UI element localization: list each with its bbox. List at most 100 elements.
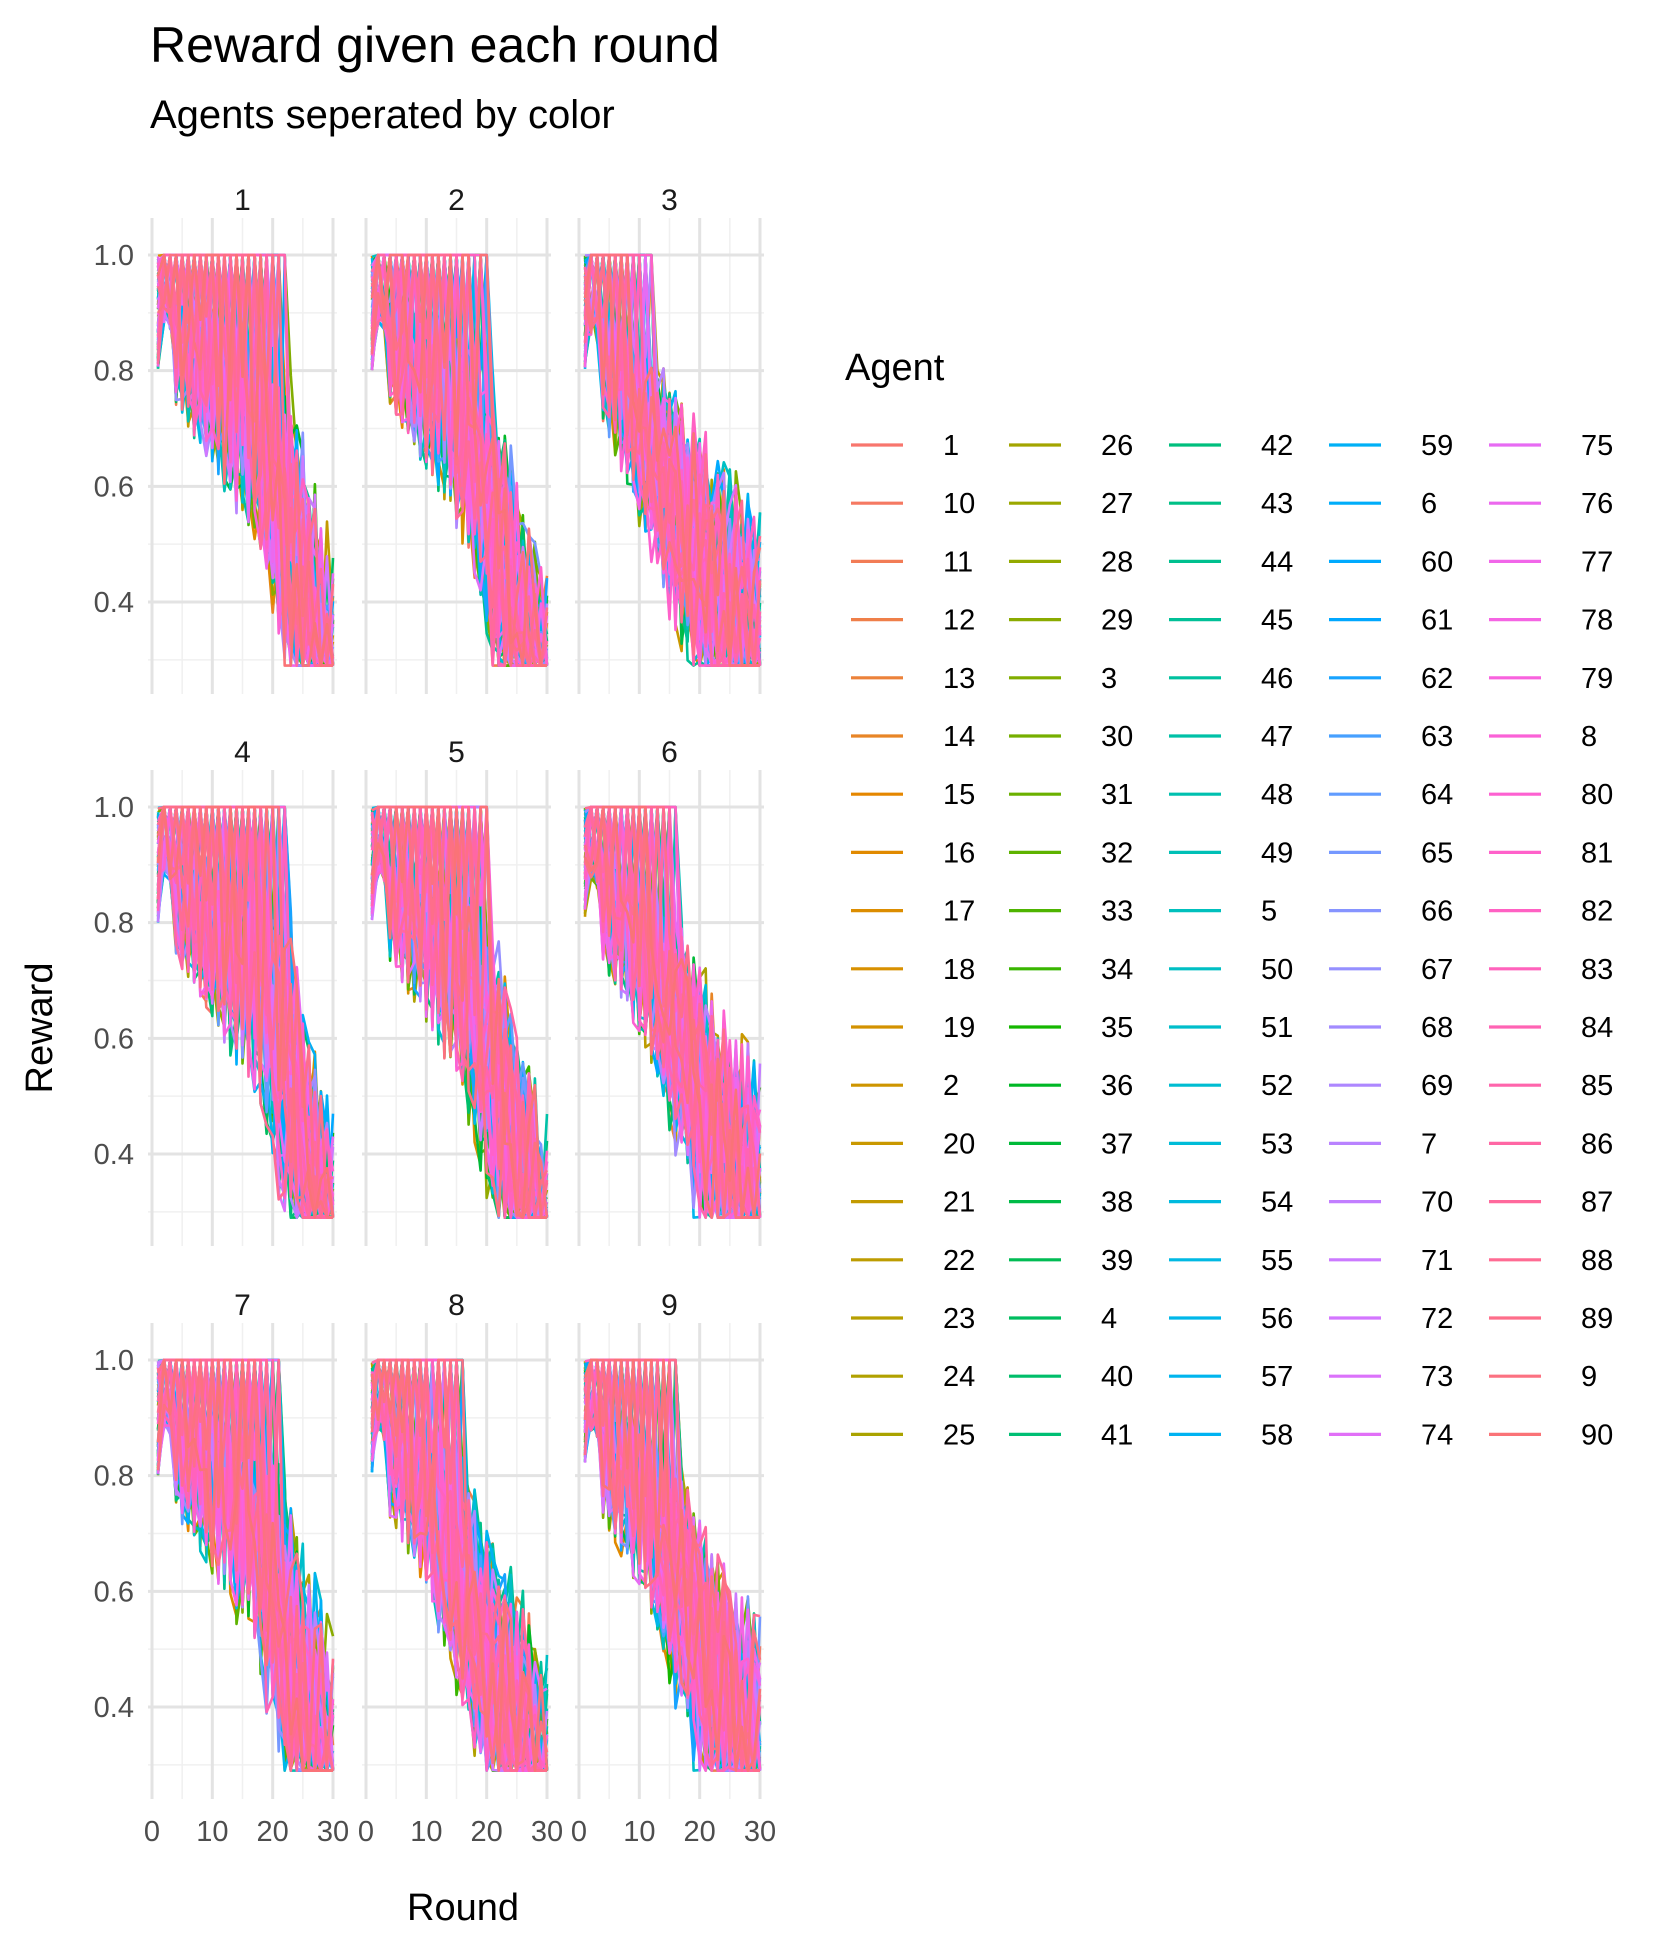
legend-label: 67 xyxy=(1421,954,1453,986)
legend-label: 46 xyxy=(1261,663,1293,695)
legend-item-50: 50 xyxy=(1169,954,1293,986)
legend-label: 34 xyxy=(1101,954,1133,986)
legend-label: 1 xyxy=(943,430,959,462)
legend-item-22: 22 xyxy=(851,1245,975,1277)
legend-item-51: 51 xyxy=(1169,1012,1293,1044)
x-tick-label: 10 xyxy=(196,1816,228,1848)
legend-label: 23 xyxy=(943,1303,975,1335)
legend-label: 83 xyxy=(1581,954,1613,986)
legend-item-56: 56 xyxy=(1169,1303,1293,1335)
facet-panel-4: 4 0.4 0.6 0.8 1.0 xyxy=(94,736,337,1246)
legend-label: 66 xyxy=(1421,896,1453,928)
legend-item-80: 80 xyxy=(1489,779,1613,811)
legend-label: 4 xyxy=(1101,1303,1117,1335)
chart-subtitle: Agents seperated by color xyxy=(150,93,615,137)
legend-item-71: 71 xyxy=(1329,1245,1453,1277)
legend-item-16: 16 xyxy=(851,837,975,869)
legend-item-90: 90 xyxy=(1489,1419,1613,1451)
series-lines xyxy=(370,253,549,667)
legend-label: 40 xyxy=(1101,1361,1133,1393)
legend-label: 58 xyxy=(1261,1419,1293,1451)
legend-label: 18 xyxy=(943,954,975,986)
legend-label: 80 xyxy=(1581,779,1613,811)
facet-panels: 1 0.4 0.6 0.8 1.0 2 3 4 0.4 0.6 0.8 1.0 5 6 7 0.4 0.6 0.8… xyxy=(94,184,776,1848)
legend-label: 52 xyxy=(1261,1070,1293,1102)
legend-label: 62 xyxy=(1421,663,1453,695)
legend-label: 9 xyxy=(1581,1361,1597,1393)
legend-item-20: 20 xyxy=(851,1128,975,1160)
x-tick-label: 0 xyxy=(571,1816,587,1848)
agent-line-9 xyxy=(370,805,549,1219)
legend-item-53: 53 xyxy=(1169,1128,1293,1160)
legend-item-75: 75 xyxy=(1489,430,1613,462)
agent-line-89 xyxy=(371,805,549,1219)
legend-label: 86 xyxy=(1581,1128,1613,1160)
legend-item-57: 57 xyxy=(1169,1361,1293,1393)
facet-strip-label: 6 xyxy=(661,736,678,769)
legend-label: 69 xyxy=(1421,1070,1453,1102)
legend-label: 15 xyxy=(943,779,975,811)
legend-label: 75 xyxy=(1581,430,1613,462)
y-tick-label: 0.8 xyxy=(94,356,134,388)
agent-line-90 xyxy=(370,1358,549,1772)
legend-item-78: 78 xyxy=(1489,605,1613,637)
legend-item-72: 72 xyxy=(1329,1303,1453,1335)
legend-label: 37 xyxy=(1101,1128,1133,1160)
legend-item-67: 67 xyxy=(1329,954,1453,986)
legend-label: 87 xyxy=(1581,1187,1613,1219)
legend-label: 7 xyxy=(1421,1128,1437,1160)
legend-label: 48 xyxy=(1261,779,1293,811)
legend-item-89: 89 xyxy=(1489,1303,1613,1335)
legend-item-43: 43 xyxy=(1169,488,1293,520)
legend-item-68: 68 xyxy=(1329,1012,1453,1044)
legend-label: 36 xyxy=(1101,1070,1133,1102)
legend-item-81: 81 xyxy=(1489,837,1613,869)
legend-item-77: 77 xyxy=(1489,546,1613,578)
legend-label: 41 xyxy=(1101,1419,1133,1451)
legend-item-86: 86 xyxy=(1489,1128,1613,1160)
x-axis-title: Round xyxy=(407,1887,519,1929)
legend-item-52: 52 xyxy=(1169,1070,1293,1102)
legend-item-82: 82 xyxy=(1489,896,1613,928)
legend-item-48: 48 xyxy=(1169,779,1293,811)
legend-item-74: 74 xyxy=(1329,1419,1453,1451)
legend-label: 90 xyxy=(1581,1419,1613,1451)
legend-label: 61 xyxy=(1421,605,1453,637)
agent-line-9 xyxy=(370,1358,549,1772)
legend-label: 42 xyxy=(1261,430,1293,462)
agent-line-90 xyxy=(370,253,547,667)
agent-line-90 xyxy=(583,805,762,1219)
legend-item-55: 55 xyxy=(1169,1245,1293,1277)
legend-label: 32 xyxy=(1101,837,1133,869)
legend-item-27: 27 xyxy=(1009,488,1133,520)
legend-item-88: 88 xyxy=(1489,1245,1613,1277)
legend-label: 74 xyxy=(1421,1419,1453,1451)
legend-label: 27 xyxy=(1101,488,1133,520)
facet-strip-label: 3 xyxy=(661,184,678,217)
legend-label: 24 xyxy=(943,1361,975,1393)
legend-item-34: 34 xyxy=(1009,954,1133,986)
legend-item-65: 65 xyxy=(1329,837,1453,869)
legend-item-63: 63 xyxy=(1329,721,1453,753)
agent-line-90 xyxy=(370,805,547,1219)
facet-panel-9: 9 0 10 20 30 xyxy=(571,1289,776,1848)
legend-label: 49 xyxy=(1261,837,1293,869)
legend-label: 14 xyxy=(943,721,975,753)
y-tick-label: 0.6 xyxy=(94,471,134,503)
legend-item-31: 31 xyxy=(1009,779,1133,811)
facet-panel-2: 2 xyxy=(362,184,551,694)
y-tick-label: 0.6 xyxy=(94,1576,134,1608)
legend-item-47: 47 xyxy=(1169,721,1293,753)
legend-item-25: 25 xyxy=(851,1419,975,1451)
legend-label: 73 xyxy=(1421,1361,1453,1393)
agent-line-9 xyxy=(156,805,333,1219)
legend-label: 44 xyxy=(1261,546,1293,578)
legend-label: 72 xyxy=(1421,1303,1453,1335)
legend-label: 59 xyxy=(1421,430,1453,462)
legend-item-44: 44 xyxy=(1169,546,1293,578)
legend-item-29: 29 xyxy=(1009,605,1133,637)
legend-item-17: 17 xyxy=(851,896,975,928)
legend-item-4: 4 xyxy=(1009,1303,1117,1335)
y-tick-label: 0.8 xyxy=(94,1461,134,1493)
